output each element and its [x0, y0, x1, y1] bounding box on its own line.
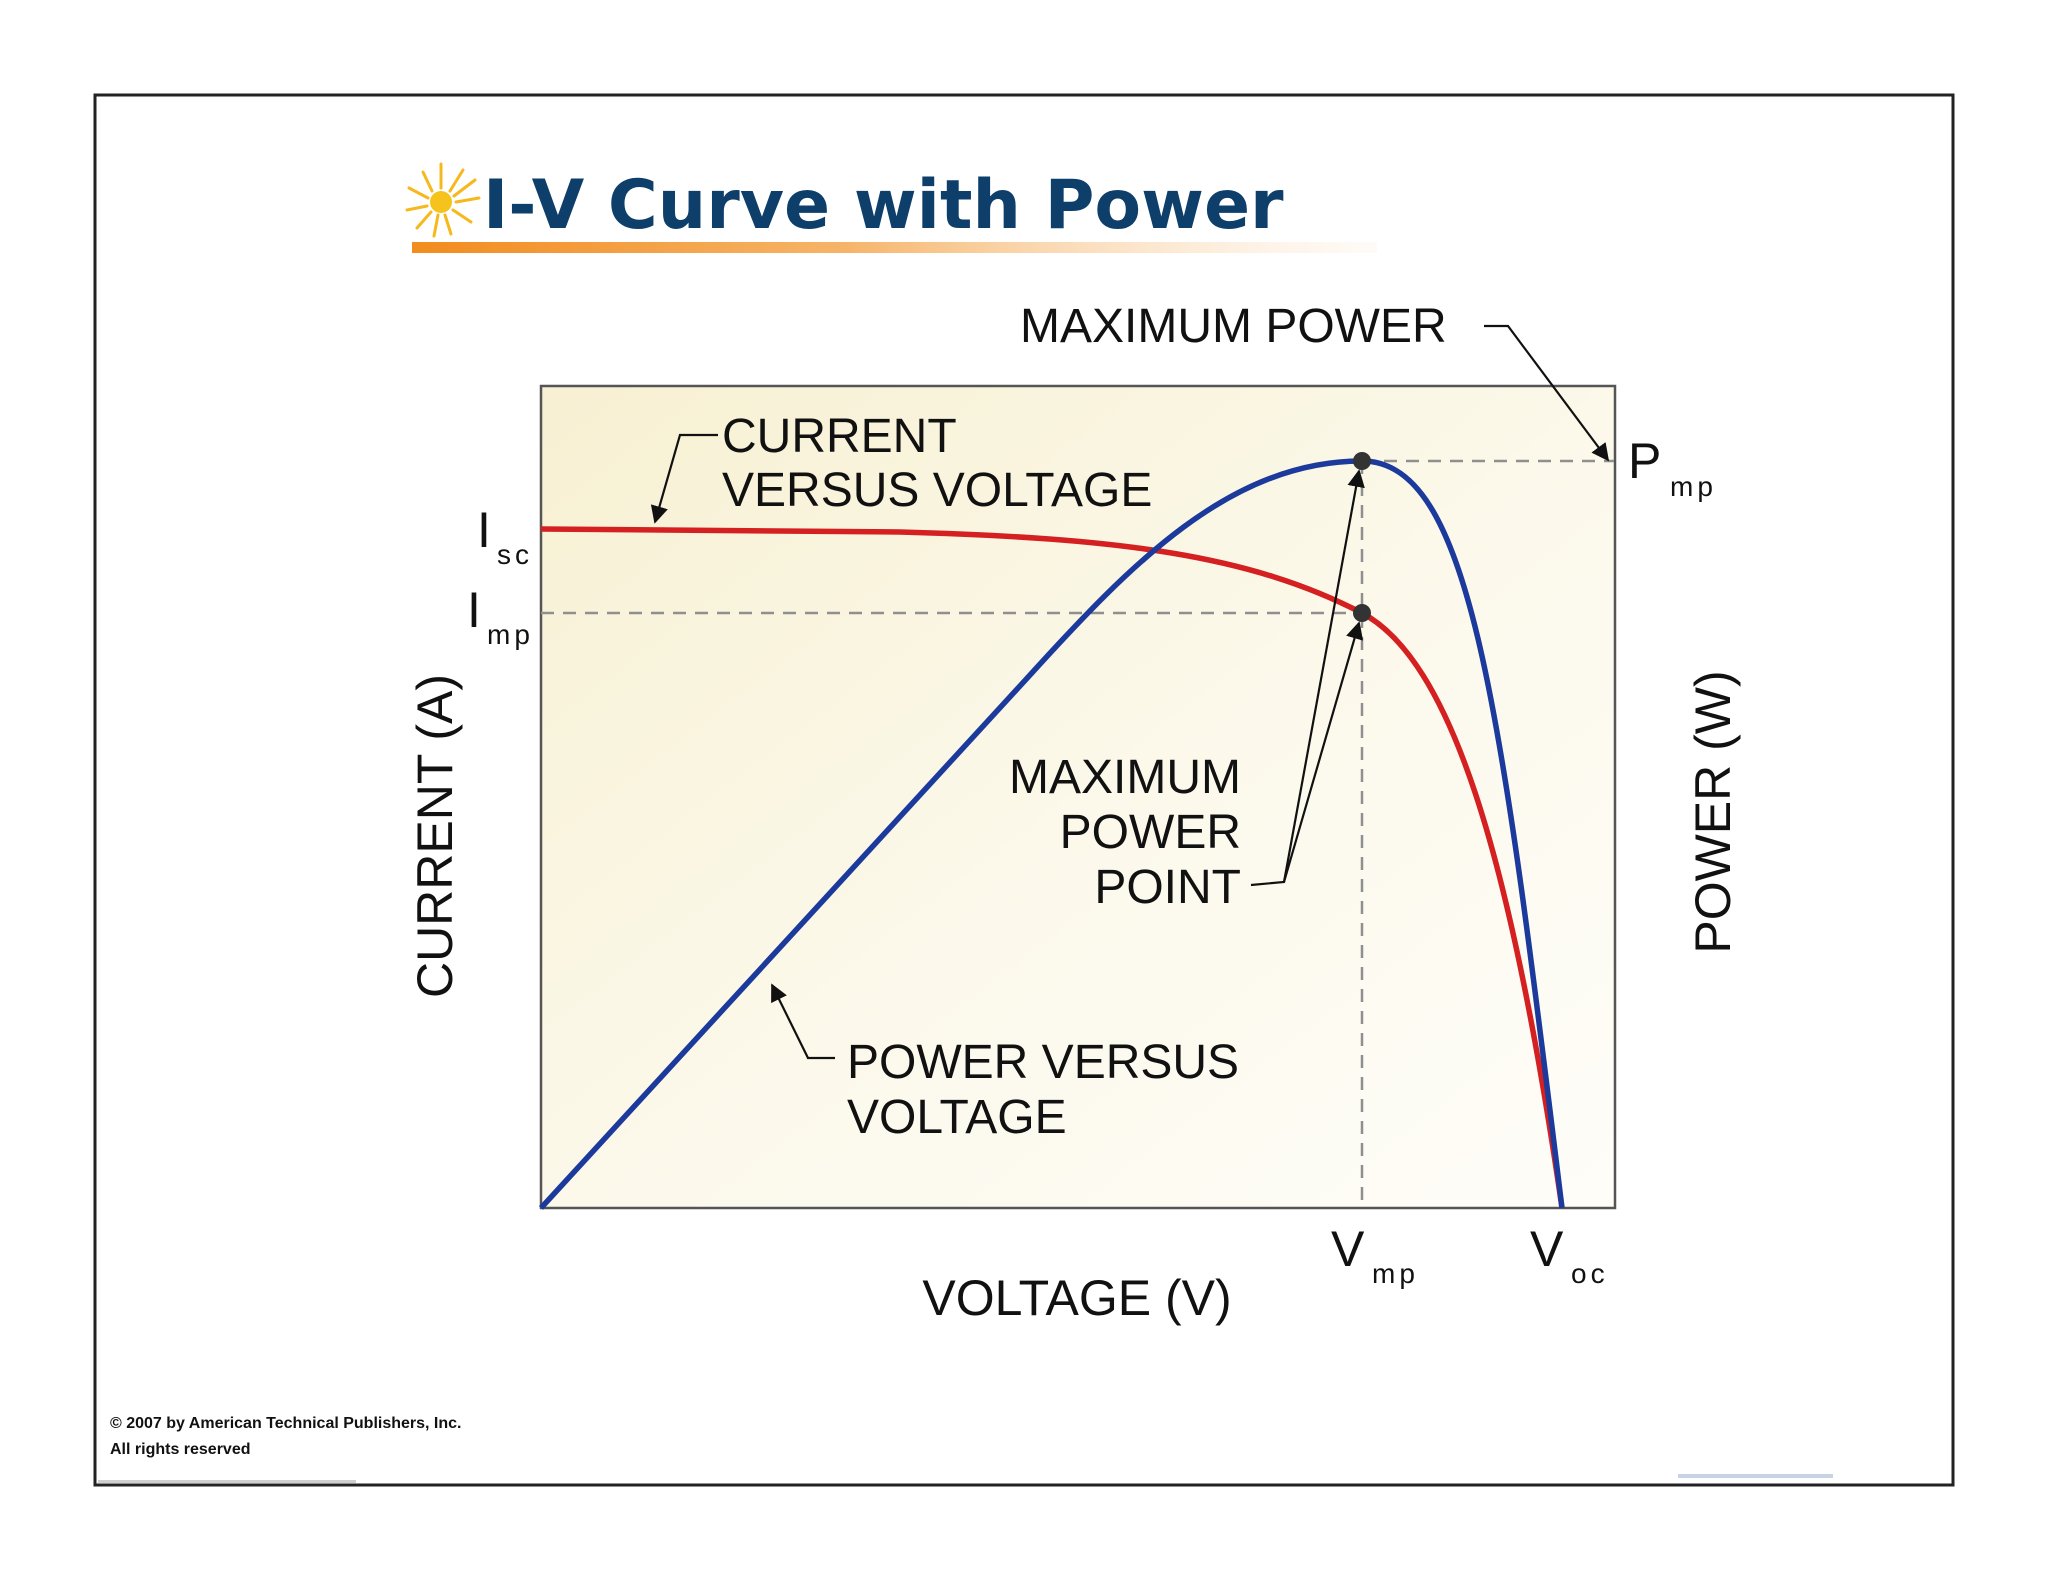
- svg-text:I: I: [467, 582, 481, 638]
- copyright-line1: © 2007 by American Technical Publishers,…: [110, 1415, 461, 1432]
- plot-area: [539, 384, 1617, 1210]
- sun-logo-icon: [405, 162, 481, 238]
- svg-text:sc: sc: [497, 539, 533, 570]
- voc-label: V oc: [1530, 1221, 1609, 1289]
- svg-text:oc: oc: [1571, 1258, 1609, 1289]
- pv-callout-line2: VOLTAGE: [847, 1091, 1067, 1144]
- svg-text:I: I: [477, 502, 491, 558]
- pmp-label: P mp: [1628, 433, 1717, 502]
- mpp-callout-line1: MAXIMUM: [1009, 751, 1241, 804]
- iv-callout-line1: CURRENT: [722, 410, 957, 463]
- max-power-point-on-current-curve: [1353, 604, 1371, 622]
- mpp-callout-line2: POWER: [1060, 806, 1241, 859]
- slide-title: I-V Curve with Power: [483, 166, 1284, 245]
- y-axis-left-label: CURRENT (A): [407, 674, 463, 998]
- mpp-leader-upper: [1282, 469, 1365, 883]
- power-vs-voltage-curve: [538, 458, 1565, 1210]
- x-axis-label: VOLTAGE (V): [922, 1270, 1231, 1326]
- pv-callout-line1: POWER VERSUS: [847, 1036, 1239, 1089]
- svg-text:mp: mp: [1670, 471, 1717, 502]
- svg-text:V: V: [1530, 1221, 1564, 1277]
- footer-divider: [98, 1480, 356, 1483]
- footer-logo-remnant: [1678, 1474, 1833, 1478]
- imp-label: I mp: [467, 582, 534, 650]
- max-power-callout: MAXIMUM POWER: [1020, 300, 1447, 353]
- mpp-callout-line3: POINT: [1094, 861, 1241, 914]
- copyright-line2: All rights reserved: [110, 1441, 251, 1458]
- vmp-label: V mp: [1331, 1221, 1419, 1289]
- y-axis-right-label: POWER (W): [1685, 670, 1741, 953]
- max-power-point-on-power-curve: [1353, 452, 1371, 470]
- iv-curve-leader: [650, 433, 718, 524]
- max-power-leader: [1484, 324, 1610, 462]
- svg-text:mp: mp: [487, 619, 534, 650]
- title-underline: [412, 242, 1377, 253]
- svg-text:P: P: [1628, 433, 1661, 489]
- svg-text:V: V: [1331, 1221, 1365, 1277]
- pv-curve-leader: [771, 983, 835, 1060]
- iv-callout-line2: VERSUS VOLTAGE: [722, 464, 1152, 517]
- mpp-leader-lower: [1250, 621, 1364, 887]
- callout-leaders: [650, 324, 1610, 1060]
- isc-label: I sc: [477, 502, 533, 570]
- svg-text:mp: mp: [1372, 1258, 1419, 1289]
